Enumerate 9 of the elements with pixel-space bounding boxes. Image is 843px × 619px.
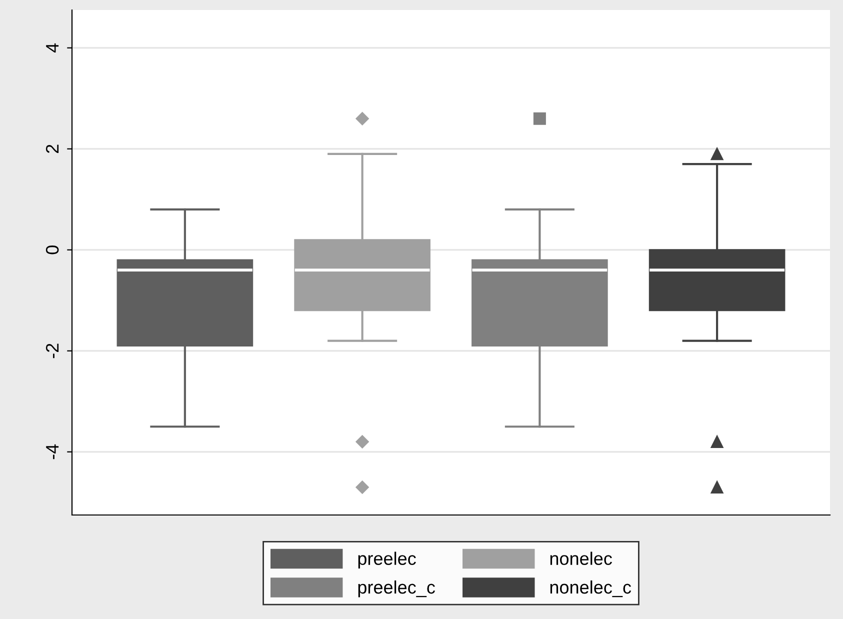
legend-label: preelec_c [358, 580, 435, 598]
legend-label: nonelec_c [550, 580, 632, 598]
legend-label: preelec [358, 552, 416, 569]
y-tick-label: 0 [46, 246, 59, 254]
legend-label: nonelec [550, 552, 612, 565]
y-tick-label: 4 [46, 43, 59, 52]
y-tick-label: 2 [46, 144, 59, 153]
y-tick-label: -2 [46, 344, 59, 358]
y-tick-label: -4 [46, 444, 59, 460]
